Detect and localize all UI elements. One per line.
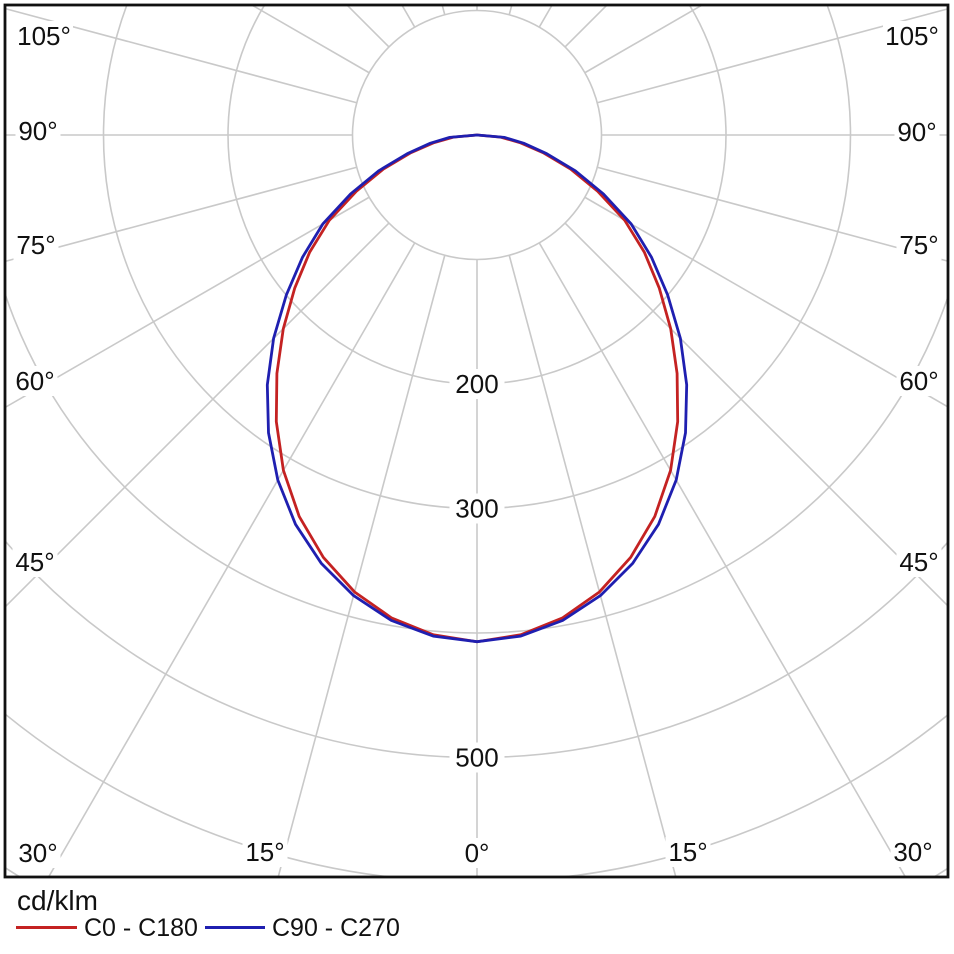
unit-label: cd/klm xyxy=(17,885,98,916)
angle-label-halo xyxy=(896,547,942,577)
angle-label: 45° xyxy=(15,547,54,577)
ring-label: 200 xyxy=(455,369,498,399)
grid-spoke xyxy=(5,196,370,409)
ring-label-halo xyxy=(449,742,505,773)
ring-label: 500 xyxy=(455,743,498,773)
angle-label-halo xyxy=(890,837,936,867)
angle-label-halo xyxy=(894,117,940,147)
ring-label-halo xyxy=(449,493,505,524)
angle-label: 75° xyxy=(899,230,938,260)
legend-label-c0-c180: C0 - C180 xyxy=(84,914,198,942)
angle-label-halo xyxy=(665,837,711,867)
angle-label: 90° xyxy=(18,116,57,146)
angle-label: 30° xyxy=(18,838,57,868)
grid-spoke xyxy=(564,222,948,608)
grid-spoke xyxy=(5,7,357,104)
angle-label-halo xyxy=(242,837,288,867)
angle-label-halo xyxy=(461,838,493,868)
angle-label: 60° xyxy=(15,366,54,396)
angle-label: 105° xyxy=(885,21,939,51)
grid-spoke xyxy=(597,166,948,263)
angle-label: 105° xyxy=(17,21,71,51)
angle-label: 45° xyxy=(899,547,938,577)
plot-border xyxy=(3,3,950,879)
grid-spoke xyxy=(47,242,416,877)
angle-label-halo xyxy=(12,547,58,577)
angle-label: 15° xyxy=(245,837,284,867)
angle-label-halo xyxy=(883,21,941,51)
grid-spoke xyxy=(508,255,677,877)
angle-label: 75° xyxy=(16,230,55,260)
angle-label: 30° xyxy=(893,837,932,867)
legend-swatch-c90-c270 xyxy=(205,926,265,929)
legend-swatch-c0-c180 xyxy=(16,926,77,929)
angle-label-halo xyxy=(896,366,942,396)
angle-label-halo xyxy=(15,21,73,51)
angle-label-halo xyxy=(15,116,61,146)
grid-spoke xyxy=(5,166,357,263)
ring-label-halo xyxy=(449,369,505,399)
legend-label-c90-c270: C90 - C270 xyxy=(272,914,400,942)
curve-c90-c270 xyxy=(265,133,689,644)
legend: cd/klm C0 - C180 C90 - C270 xyxy=(0,883,954,953)
grid-spoke xyxy=(584,196,948,408)
ring-label: 300 xyxy=(455,494,498,524)
grid-spoke xyxy=(538,242,907,877)
angle-label: 60° xyxy=(899,366,938,396)
angle-label: 90° xyxy=(897,117,936,147)
angle-label-halo xyxy=(12,366,58,396)
angle-label-halo xyxy=(13,230,59,260)
angle-label-halo xyxy=(15,838,61,868)
angle-label-halo xyxy=(896,230,942,260)
grid-spoke xyxy=(5,222,390,609)
angle-label: 15° xyxy=(668,837,707,867)
grid-spoke xyxy=(277,255,446,877)
grid-spoke xyxy=(597,7,948,104)
angle-label: 0° xyxy=(465,838,490,868)
